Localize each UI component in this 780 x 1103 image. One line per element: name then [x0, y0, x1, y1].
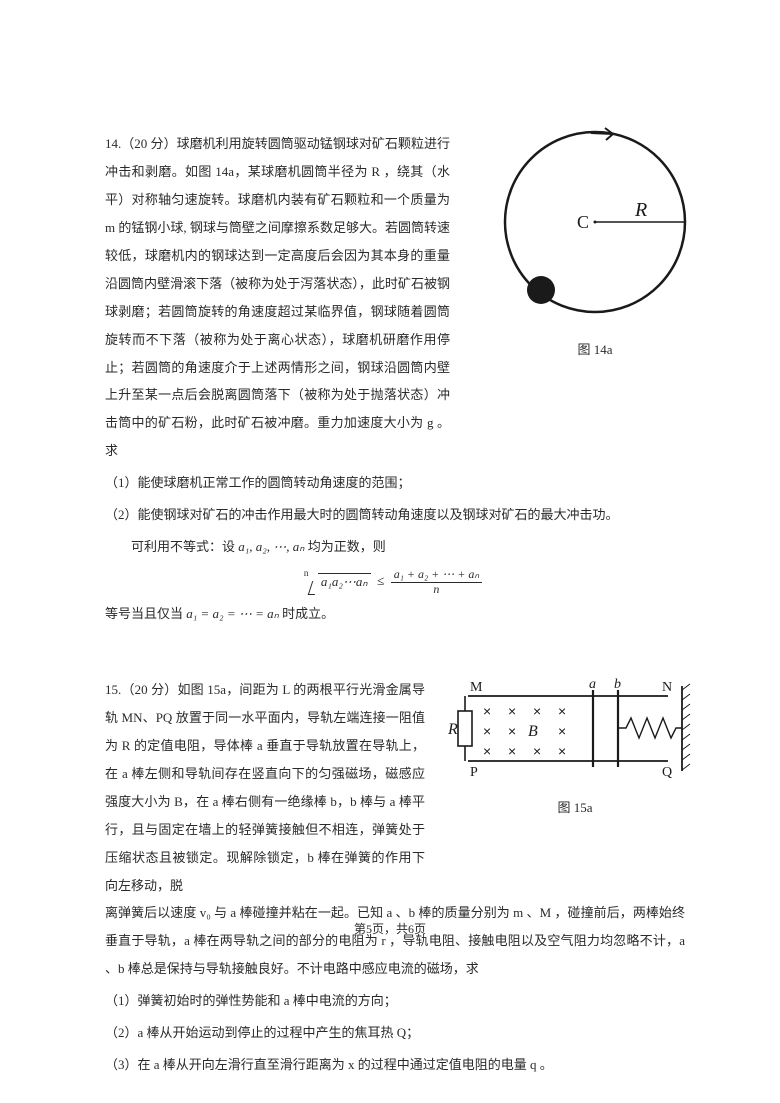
- fraction-icon: a₁ + a₂ + ⋯ + aₙ n: [391, 568, 482, 595]
- svg-text:×: ×: [483, 723, 491, 739]
- label-C: C: [577, 212, 589, 232]
- label-b: b: [614, 677, 621, 692]
- q14-body: 14.（20 分）球磨机利用旋转圆筒驱动锰钢球对矿石颗粒进行冲击和剥磨。如图 1…: [105, 130, 450, 465]
- frac-num: a₁ + a₂ + ⋯ + aₙ: [394, 567, 479, 581]
- rail-circuit-diagram-icon: × × × × × × × × × × × M N P Q a b R B: [448, 676, 703, 781]
- svg-text:×: ×: [558, 743, 566, 759]
- svg-text:×: ×: [533, 703, 541, 719]
- eq-tail-eq: a₁ = a₂ = ⋯ = aₙ: [186, 606, 279, 621]
- q14-eq-condition: 等号当且仅当 a₁ = a₂ = ⋯ = aₙ 时成立。: [105, 600, 685, 628]
- q14-hint: 可利用不等式：设 a₁, a₂, ⋯, aₙ 均为正数，则: [105, 533, 685, 561]
- svg-text:×: ×: [508, 743, 516, 759]
- q15-body-left: 15.（20 分）如图 15a，间距为 L 的两根平行光滑金属导轨 MN、PQ …: [105, 676, 425, 900]
- label-P: P: [470, 765, 478, 780]
- svg-text:×: ×: [483, 703, 491, 719]
- svg-text:×: ×: [533, 743, 541, 759]
- label-Q: Q: [662, 765, 672, 780]
- q14-sub1: （1）能使球磨机正常工作的圆筒转动角速度的范围；: [105, 469, 685, 497]
- nth-root-icon: n a₁a₂⋯aₙ: [308, 568, 371, 596]
- label-M: M: [470, 680, 483, 695]
- svg-text:×: ×: [558, 723, 566, 739]
- frac-den: n: [433, 582, 439, 596]
- svg-text:×: ×: [508, 723, 516, 739]
- label-a: a: [589, 677, 596, 692]
- q15-sub2: （2）a 棒从开始运动到停止的过程中产生的焦耳热 Q；: [105, 1019, 685, 1047]
- eq-tail-pre: 等号当且仅当: [105, 606, 183, 621]
- ball-mill-diagram-icon: C R: [495, 122, 695, 322]
- question-15: 15.（20 分）如图 15a，间距为 L 的两根平行光滑金属导轨 MN、PQ …: [105, 676, 685, 1079]
- eq-tail-post: 时成立。: [282, 606, 334, 621]
- root-index: n: [304, 564, 309, 583]
- svg-text:×: ×: [508, 703, 516, 719]
- page: 14.（20 分）球磨机利用旋转圆筒驱动锰钢球对矿石颗粒进行冲击和剥磨。如图 1…: [0, 0, 780, 1103]
- page-footer: 第5页，共6页: [0, 917, 780, 943]
- svg-text:×: ×: [483, 743, 491, 759]
- figure-14a: C R 图 14a: [485, 122, 705, 364]
- fig14-caption: 图 14a: [485, 336, 705, 364]
- q14-sub2: （2）能使钢球对矿石的冲击作用最大时的圆筒转动角速度以及钢球对矿石的最大冲击功。: [105, 501, 685, 529]
- svg-text:×: ×: [558, 703, 566, 719]
- label-R: R: [634, 199, 647, 221]
- hint-pre: 可利用不等式：设: [131, 539, 235, 554]
- root-radicand: a₁a₂⋯aₙ: [321, 574, 368, 589]
- figure-15a: × × × × × × × × × × × M N P Q a b R B 图 15a: [445, 676, 705, 822]
- q15-sub3: （3）在 a 棒从开向左滑行直至滑行距离为 x 的过程中通过定值电阻的电量 q …: [105, 1051, 685, 1079]
- hint-post: 均为正数，则: [308, 539, 386, 554]
- question-14: 14.（20 分）球磨机利用旋转圆筒驱动锰钢球对矿石颗粒进行冲击和剥磨。如图 1…: [105, 130, 685, 628]
- fig15-caption: 图 15a: [445, 794, 705, 822]
- label-Rres: R: [448, 721, 458, 738]
- q15-sub1: （1）弹簧初始时的弹性势能和 a 棒中电流的方向；: [105, 987, 685, 1015]
- q14-formula: n a₁a₂⋯aₙ ≤ a₁ + a₂ + ⋯ + aₙ n: [105, 567, 685, 596]
- hint-vars: a₁, a₂, ⋯, aₙ: [238, 539, 304, 554]
- label-N: N: [662, 680, 672, 695]
- label-B: B: [528, 723, 538, 740]
